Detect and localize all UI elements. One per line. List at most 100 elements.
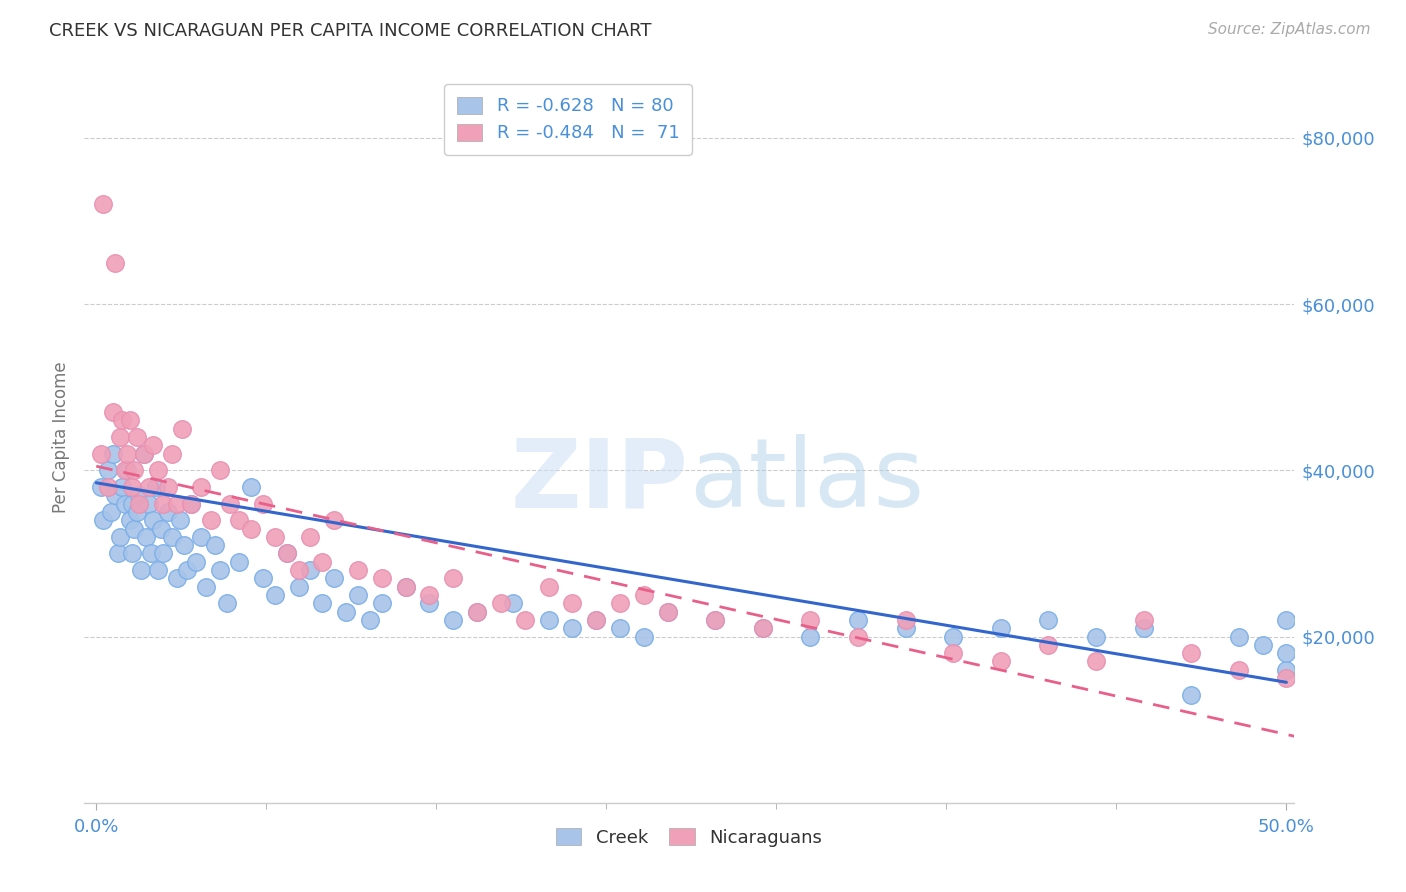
- Point: [90, 480, 112, 494]
- Point: [704, 613, 727, 627]
- Point: [395, 580, 418, 594]
- Point: [108, 430, 131, 444]
- Point: [240, 521, 263, 535]
- Point: [1275, 613, 1298, 627]
- Point: [128, 488, 150, 502]
- Point: [585, 613, 607, 627]
- Point: [228, 513, 250, 527]
- Point: [139, 546, 162, 560]
- Point: [371, 596, 394, 610]
- Point: [263, 588, 285, 602]
- Point: [111, 413, 134, 427]
- Point: [118, 413, 141, 427]
- Point: [1251, 638, 1274, 652]
- Point: [441, 613, 464, 627]
- Point: [121, 497, 143, 511]
- Point: [846, 630, 869, 644]
- Point: [323, 571, 346, 585]
- Point: [537, 580, 560, 594]
- Point: [1038, 638, 1060, 652]
- Point: [166, 497, 188, 511]
- Point: [101, 405, 124, 419]
- Point: [561, 596, 583, 610]
- Point: [208, 563, 231, 577]
- Point: [169, 513, 191, 527]
- Point: [1395, 705, 1406, 719]
- Point: [418, 596, 440, 610]
- Point: [90, 447, 112, 461]
- Point: [142, 513, 165, 527]
- Point: [799, 613, 821, 627]
- Point: [942, 630, 965, 644]
- Point: [335, 605, 357, 619]
- Point: [142, 438, 165, 452]
- Point: [502, 596, 524, 610]
- Point: [1347, 688, 1369, 702]
- Y-axis label: Per Capita Income: Per Capita Income: [52, 361, 70, 513]
- Point: [194, 580, 217, 594]
- Point: [489, 596, 512, 610]
- Point: [124, 521, 146, 535]
- Point: [609, 621, 631, 635]
- Point: [104, 255, 127, 269]
- Point: [176, 563, 198, 577]
- Point: [135, 530, 157, 544]
- Text: Source: ZipAtlas.com: Source: ZipAtlas.com: [1208, 22, 1371, 37]
- Point: [125, 430, 148, 444]
- Point: [513, 613, 536, 627]
- Point: [465, 605, 488, 619]
- Point: [131, 563, 153, 577]
- Point: [190, 530, 212, 544]
- Point: [124, 463, 146, 477]
- Point: [170, 422, 193, 436]
- Point: [138, 480, 160, 494]
- Point: [299, 563, 322, 577]
- Text: atlas: atlas: [689, 434, 924, 527]
- Point: [114, 463, 136, 477]
- Point: [287, 580, 309, 594]
- Point: [441, 571, 464, 585]
- Point: [359, 613, 381, 627]
- Point: [347, 563, 370, 577]
- Point: [990, 621, 1012, 635]
- Point: [115, 463, 138, 477]
- Point: [276, 546, 298, 560]
- Point: [942, 646, 965, 660]
- Point: [418, 588, 440, 602]
- Point: [104, 488, 127, 502]
- Point: [108, 530, 131, 544]
- Point: [149, 521, 172, 535]
- Point: [371, 571, 394, 585]
- Point: [1132, 621, 1154, 635]
- Point: [240, 480, 263, 494]
- Point: [107, 546, 129, 560]
- Point: [162, 530, 184, 544]
- Point: [208, 463, 231, 477]
- Point: [1180, 688, 1202, 702]
- Point: [1227, 630, 1250, 644]
- Point: [1275, 646, 1298, 660]
- Point: [101, 447, 124, 461]
- Point: [125, 505, 148, 519]
- Point: [537, 613, 560, 627]
- Point: [118, 513, 141, 527]
- Point: [132, 447, 155, 461]
- Point: [128, 497, 150, 511]
- Point: [217, 596, 239, 610]
- Point: [200, 513, 222, 527]
- Point: [228, 555, 250, 569]
- Point: [311, 555, 333, 569]
- Point: [100, 505, 122, 519]
- Point: [561, 621, 583, 635]
- Point: [166, 571, 188, 585]
- Text: CREEK VS NICARAGUAN PER CAPITA INCOME CORRELATION CHART: CREEK VS NICARAGUAN PER CAPITA INCOME CO…: [49, 22, 652, 40]
- Point: [1299, 663, 1322, 677]
- Point: [323, 513, 346, 527]
- Point: [114, 497, 136, 511]
- Point: [846, 613, 869, 627]
- Point: [311, 596, 333, 610]
- Point: [276, 546, 298, 560]
- Point: [218, 497, 240, 511]
- Point: [180, 497, 202, 511]
- Point: [633, 630, 655, 644]
